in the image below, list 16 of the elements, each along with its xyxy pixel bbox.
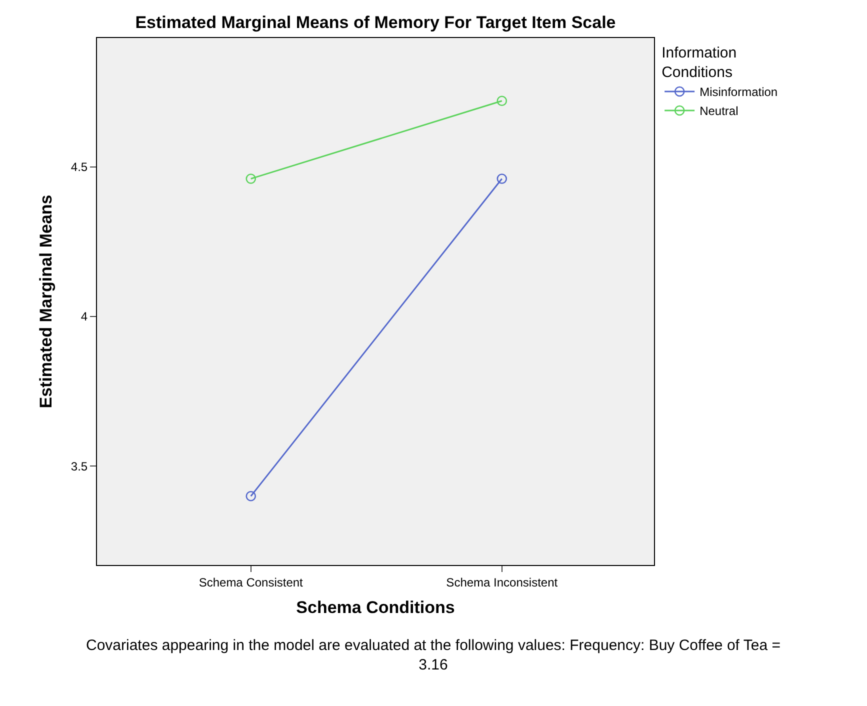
point — [496, 174, 508, 184]
legend-title: Information Conditions — [662, 44, 737, 81]
point — [246, 490, 256, 502]
x-tick-label: Schema Consistent — [198, 575, 304, 590]
legend-label: Misinformation — [700, 85, 778, 100]
x-axis-title: Schema Conditions — [296, 598, 455, 617]
chart-title: Estimated Marginal Means of Memory For Target Item Scale — [135, 12, 616, 32]
legend-label: Neutral — [700, 104, 738, 118]
point — [496, 96, 508, 106]
text: Covariates appearing in the model are evaluated at the following values: Frequency: Buy Coffee of Tea = 3.16 — [86, 637, 781, 674]
y-tick-label: 4 — [80, 310, 88, 324]
y-axis-title: Estimated Marginal Means — [36, 194, 56, 408]
y-tick-label: 4.5 — [70, 160, 88, 174]
point — [246, 174, 256, 184]
y-tick-label: 3.5 — [70, 459, 88, 474]
x-tick-label: Schema Inconsistent — [446, 575, 558, 590]
